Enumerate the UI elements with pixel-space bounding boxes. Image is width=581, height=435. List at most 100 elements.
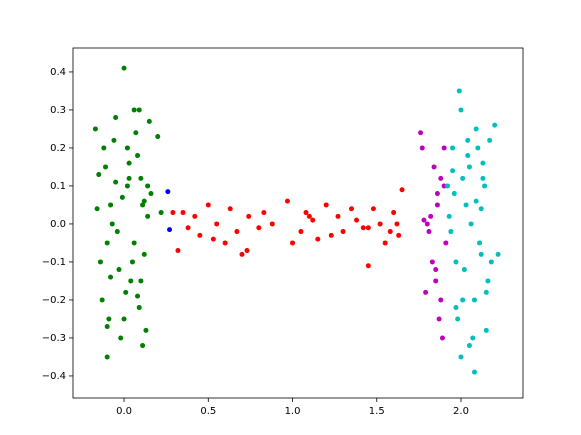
point [328,232,334,238]
point [155,134,161,140]
point [108,274,114,280]
y-tick-label: 0.3 [50,105,66,116]
point [433,267,439,273]
point [135,153,141,159]
point [431,164,437,170]
point [227,206,233,212]
point [428,213,434,219]
point [377,221,383,227]
point [453,305,459,311]
point [492,122,498,128]
y-tick-label: 0.1 [50,181,66,192]
point [443,240,449,246]
point [197,232,203,238]
point [106,316,112,322]
point [131,107,137,113]
point [145,213,151,219]
point [463,202,469,208]
point [167,227,173,233]
point [441,145,447,151]
y-tick-label: 0.0 [50,219,66,230]
point [458,354,464,360]
plot-frame [72,47,524,399]
point [205,202,211,208]
point [456,88,462,94]
point [387,229,393,235]
point [145,183,151,189]
y-tick-label: −0.4 [42,371,66,382]
point [135,293,141,299]
point [451,191,457,197]
point [244,248,250,254]
point [175,248,181,254]
point [419,145,425,151]
point [121,65,127,71]
point [471,369,477,375]
point [446,213,452,219]
point [192,213,198,219]
point [461,267,467,273]
y-tick-label: −0.3 [42,333,66,344]
point [438,175,444,181]
point [473,126,479,132]
point [124,145,130,151]
point [113,179,119,185]
point [429,259,435,265]
point [365,225,371,231]
y-tick-label: −0.1 [42,257,66,268]
point [465,137,471,143]
point [99,297,105,303]
point [116,267,122,273]
point [460,297,466,303]
point [487,137,493,143]
point [483,289,489,295]
point [146,118,152,124]
point [485,278,491,284]
point [256,225,262,231]
point [118,335,124,341]
point [104,240,110,246]
point [185,225,191,231]
point [471,297,477,303]
point [104,354,110,360]
point [475,145,481,151]
point [433,278,439,284]
point [310,217,316,223]
point [436,316,442,322]
y-tick-label: 0.2 [50,143,66,154]
point [303,210,309,216]
x-tick-label: 1.0 [285,406,301,417]
point [119,194,125,200]
point [131,240,137,246]
point [468,221,474,227]
point [460,175,466,181]
point [465,153,471,159]
point [483,327,489,333]
point [141,251,147,257]
point [450,145,456,151]
point [143,327,149,333]
point [438,297,444,303]
point [445,183,451,189]
point [140,202,146,208]
point [340,229,346,235]
point [269,221,275,227]
point [466,343,472,349]
point [129,259,135,265]
point [94,206,100,212]
point [365,263,371,269]
point [140,343,146,349]
y-tick-label: −0.2 [42,295,66,306]
point [114,229,120,235]
point [370,206,376,212]
point [348,206,354,212]
point [113,115,119,121]
point [126,160,132,166]
point [92,126,98,132]
point [214,221,220,227]
point [480,175,486,181]
point [458,107,464,113]
point [470,335,476,341]
point [335,213,341,219]
